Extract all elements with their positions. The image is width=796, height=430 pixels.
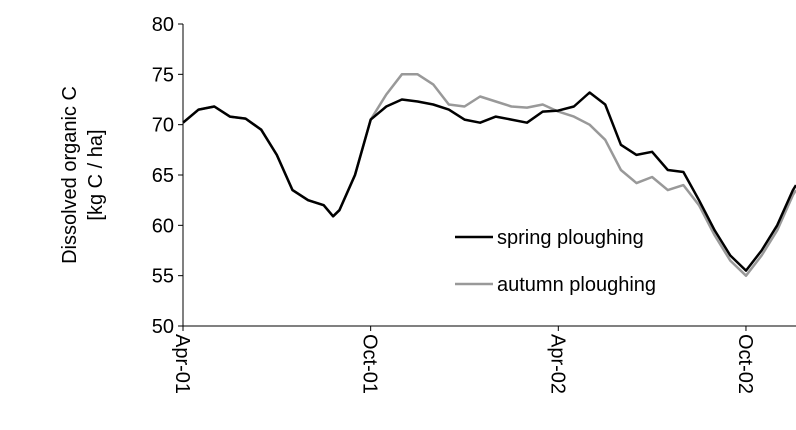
x-tick-label: Apr-02 — [546, 334, 568, 394]
x-tick-label: Oct-01 — [359, 334, 381, 394]
y-tick-label: 80 — [152, 14, 174, 36]
legend-label: spring ploughing — [497, 227, 644, 249]
data-line — [182, 91, 796, 272]
y-tick-label: 60 — [152, 215, 174, 237]
y-axis-title: Dissolved organic C [kg C / ha] — [59, 86, 107, 264]
y-tick-label: 70 — [152, 115, 174, 137]
x-tick-label: Apr-01 — [171, 334, 193, 394]
data-line — [182, 73, 796, 277]
legend-label: autumn ploughing — [497, 274, 656, 296]
y-axis-title-line: Dissolved organic C — [59, 86, 81, 264]
y-tick-label: 55 — [152, 266, 174, 288]
y-tick-label: 75 — [152, 64, 174, 86]
y-tick-label: 65 — [152, 165, 174, 187]
y-axis-title-line: [kg C / ha] — [85, 129, 107, 220]
y-tick-label: 50 — [152, 316, 174, 338]
x-tick-label: Oct-02 — [734, 334, 756, 394]
